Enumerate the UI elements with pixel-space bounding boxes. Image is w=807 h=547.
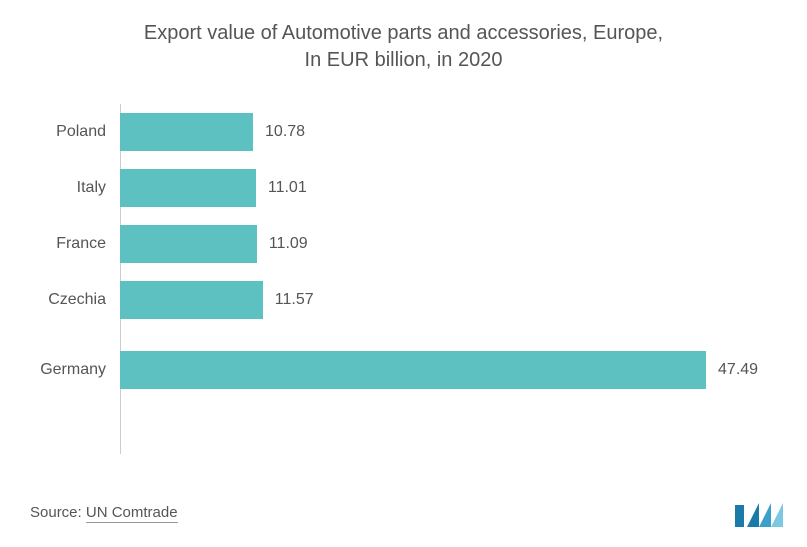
logo-bar: [735, 505, 744, 527]
category-label: Poland: [56, 123, 120, 141]
bars-host: Poland10.78Italy11.01France11.09Czechia1…: [120, 104, 737, 398]
chart-title: Export value of Automotive parts and acc…: [30, 20, 777, 74]
logo-icon: [735, 499, 789, 533]
value-label: 11.57: [263, 291, 314, 309]
value-label: 47.49: [706, 361, 758, 379]
bar-row: Italy11.01: [120, 160, 737, 216]
value-label: 11.01: [256, 179, 307, 197]
category-label: Italy: [77, 179, 120, 197]
bar-row: Germany47.49: [120, 342, 737, 398]
title-line-1: Export value of Automotive parts and acc…: [70, 20, 737, 47]
source-prefix: Source:: [30, 504, 86, 521]
logo-tri-1: [747, 503, 759, 527]
category-label: Czechia: [48, 291, 120, 309]
bar-row: Poland10.78: [120, 104, 737, 160]
bar: 47.49: [120, 351, 706, 389]
source-text: UN Comtrade: [86, 504, 178, 523]
category-label: Germany: [40, 361, 120, 379]
bar: 10.78: [120, 113, 253, 151]
category-label: France: [56, 235, 120, 253]
plot-area: Poland10.78Italy11.01France11.09Czechia1…: [120, 104, 737, 454]
bar: 11.57: [120, 281, 263, 319]
bar-row: Czechia11.57: [120, 272, 737, 328]
value-label: 10.78: [253, 123, 305, 141]
source-citation: Source: UN Comtrade: [30, 504, 178, 521]
chart-container: Export value of Automotive parts and acc…: [0, 0, 807, 547]
logo-tri-2: [759, 503, 771, 527]
logo-tri-3: [771, 503, 783, 527]
title-line-2: In EUR billion, in 2020: [70, 47, 737, 74]
bar: 11.09: [120, 225, 257, 263]
bar: 11.01: [120, 169, 256, 207]
bar-row: France11.09: [120, 216, 737, 272]
brand-logo: [735, 499, 789, 533]
value-label: 11.09: [257, 235, 308, 253]
